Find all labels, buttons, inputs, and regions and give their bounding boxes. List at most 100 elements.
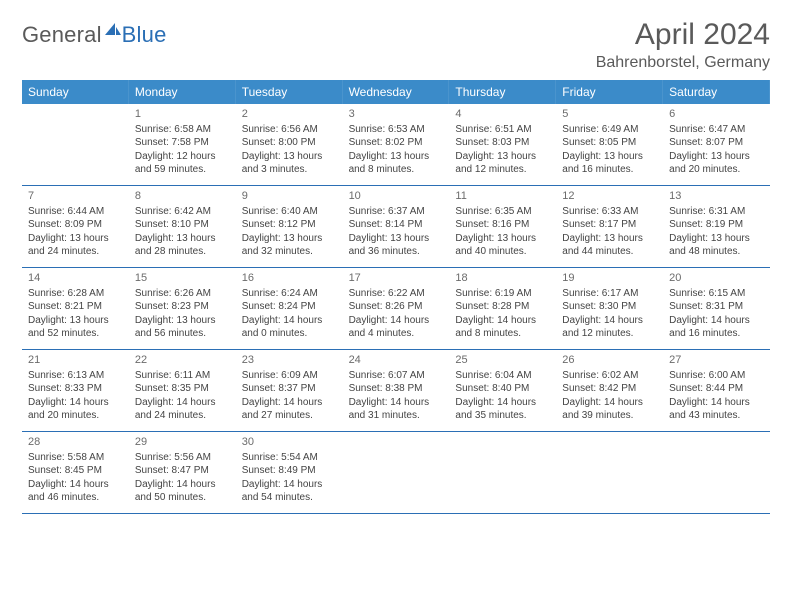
day-info-line: Sunset: 8:37 PM xyxy=(242,382,337,396)
day-info-line: and 12 minutes. xyxy=(562,327,657,341)
day-info-line: Daylight: 14 hours xyxy=(242,478,337,492)
day-cell-21: 21Sunrise: 6:13 AMSunset: 8:33 PMDayligh… xyxy=(22,350,129,431)
day-number: 22 xyxy=(135,353,230,368)
day-number: 7 xyxy=(28,189,123,204)
day-number: 13 xyxy=(669,189,764,204)
day-number: 20 xyxy=(669,271,764,286)
day-info-line: Daylight: 13 hours xyxy=(455,150,550,164)
day-info-line: Daylight: 14 hours xyxy=(669,396,764,410)
logo-text-general: General xyxy=(22,22,102,48)
day-cell-24: 24Sunrise: 6:07 AMSunset: 8:38 PMDayligh… xyxy=(343,350,450,431)
day-info-line: and 27 minutes. xyxy=(242,409,337,423)
day-info-line: Daylight: 13 hours xyxy=(28,232,123,246)
day-number: 17 xyxy=(349,271,444,286)
day-info-line: Sunset: 8:47 PM xyxy=(135,464,230,478)
day-cell-17: 17Sunrise: 6:22 AMSunset: 8:26 PMDayligh… xyxy=(343,268,450,349)
day-info-line: Sunset: 8:09 PM xyxy=(28,218,123,232)
day-info-line: Sunset: 8:12 PM xyxy=(242,218,337,232)
day-info-line: Sunrise: 6:56 AM xyxy=(242,123,337,137)
weekday-header-thursday: Thursday xyxy=(449,80,556,104)
day-info-line: Sunset: 8:16 PM xyxy=(455,218,550,232)
day-cell-28: 28Sunrise: 5:58 AMSunset: 8:45 PMDayligh… xyxy=(22,432,129,513)
day-info-line: Sunrise: 6:22 AM xyxy=(349,287,444,301)
week-row: 7Sunrise: 6:44 AMSunset: 8:09 PMDaylight… xyxy=(22,186,770,268)
day-info-line: Daylight: 13 hours xyxy=(562,150,657,164)
day-number: 26 xyxy=(562,353,657,368)
day-number: 23 xyxy=(242,353,337,368)
day-info-line: Sunset: 8:00 PM xyxy=(242,136,337,150)
day-number: 6 xyxy=(669,107,764,122)
week-row: 1Sunrise: 6:58 AMSunset: 7:58 PMDaylight… xyxy=(22,104,770,186)
day-number: 8 xyxy=(135,189,230,204)
day-info-line: Daylight: 12 hours xyxy=(135,150,230,164)
day-cell-5: 5Sunrise: 6:49 AMSunset: 8:05 PMDaylight… xyxy=(556,104,663,185)
day-cell-empty xyxy=(449,432,556,513)
day-info-line: Sunset: 8:44 PM xyxy=(669,382,764,396)
day-info-line: Sunrise: 6:37 AM xyxy=(349,205,444,219)
day-info-line: Sunset: 8:02 PM xyxy=(349,136,444,150)
day-info-line: and 20 minutes. xyxy=(28,409,123,423)
day-info-line: Sunset: 8:35 PM xyxy=(135,382,230,396)
day-number: 16 xyxy=(242,271,337,286)
day-number: 3 xyxy=(349,107,444,122)
day-info-line: Daylight: 13 hours xyxy=(349,232,444,246)
location-subtitle: Bahrenborstel, Germany xyxy=(596,54,770,72)
day-cell-empty xyxy=(22,104,129,185)
day-info-line: Sunset: 8:42 PM xyxy=(562,382,657,396)
day-info-line: and 35 minutes. xyxy=(455,409,550,423)
day-info-line: and 36 minutes. xyxy=(349,245,444,259)
day-info-line: and 39 minutes. xyxy=(562,409,657,423)
day-info-line: and 54 minutes. xyxy=(242,491,337,505)
day-info-line: and 59 minutes. xyxy=(135,163,230,177)
day-info-line: Daylight: 14 hours xyxy=(562,396,657,410)
day-info-line: Sunrise: 6:28 AM xyxy=(28,287,123,301)
day-info-line: Sunrise: 6:09 AM xyxy=(242,369,337,383)
day-info-line: and 24 minutes. xyxy=(135,409,230,423)
day-info-line: Sunrise: 6:15 AM xyxy=(669,287,764,301)
day-cell-27: 27Sunrise: 6:00 AMSunset: 8:44 PMDayligh… xyxy=(663,350,770,431)
day-info-line: Sunrise: 6:49 AM xyxy=(562,123,657,137)
day-info-line: Sunset: 8:45 PM xyxy=(28,464,123,478)
day-info-line: and 48 minutes. xyxy=(669,245,764,259)
weekday-header-saturday: Saturday xyxy=(663,80,770,104)
day-info-line: Sunrise: 6:26 AM xyxy=(135,287,230,301)
day-number: 29 xyxy=(135,435,230,450)
day-info-line: Sunrise: 6:07 AM xyxy=(349,369,444,383)
day-cell-26: 26Sunrise: 6:02 AMSunset: 8:42 PMDayligh… xyxy=(556,350,663,431)
day-info-line: Sunrise: 6:31 AM xyxy=(669,205,764,219)
day-info-line: Sunset: 8:40 PM xyxy=(455,382,550,396)
day-info-line: Sunset: 7:58 PM xyxy=(135,136,230,150)
day-cell-13: 13Sunrise: 6:31 AMSunset: 8:19 PMDayligh… xyxy=(663,186,770,267)
day-number: 15 xyxy=(135,271,230,286)
day-cell-empty xyxy=(556,432,663,513)
day-info-line: and 12 minutes. xyxy=(455,163,550,177)
day-info-line: Daylight: 13 hours xyxy=(349,150,444,164)
day-cell-11: 11Sunrise: 6:35 AMSunset: 8:16 PMDayligh… xyxy=(449,186,556,267)
day-number: 19 xyxy=(562,271,657,286)
calendar: SundayMondayTuesdayWednesdayThursdayFrid… xyxy=(22,80,770,514)
day-info-line: Sunrise: 6:33 AM xyxy=(562,205,657,219)
header-row: General Blue April 2024 Bahrenborstel, G… xyxy=(22,18,770,72)
day-info-line: Daylight: 13 hours xyxy=(28,314,123,328)
logo-text-blue: Blue xyxy=(122,22,167,48)
day-info-line: Daylight: 13 hours xyxy=(455,232,550,246)
day-info-line: Daylight: 14 hours xyxy=(562,314,657,328)
day-info-line: Sunrise: 5:58 AM xyxy=(28,451,123,465)
day-number: 21 xyxy=(28,353,123,368)
day-cell-3: 3Sunrise: 6:53 AMSunset: 8:02 PMDaylight… xyxy=(343,104,450,185)
day-info-line: Sunset: 8:24 PM xyxy=(242,300,337,314)
day-info-line: Sunrise: 6:11 AM xyxy=(135,369,230,383)
day-info-line: Sunrise: 6:19 AM xyxy=(455,287,550,301)
day-info-line: Daylight: 13 hours xyxy=(669,150,764,164)
day-cell-25: 25Sunrise: 6:04 AMSunset: 8:40 PMDayligh… xyxy=(449,350,556,431)
day-info-line: Sunset: 8:38 PM xyxy=(349,382,444,396)
day-info-line: Sunrise: 6:42 AM xyxy=(135,205,230,219)
day-info-line: Sunrise: 6:04 AM xyxy=(455,369,550,383)
week-row: 28Sunrise: 5:58 AMSunset: 8:45 PMDayligh… xyxy=(22,432,770,514)
day-info-line: and 20 minutes. xyxy=(669,163,764,177)
day-info-line: Sunrise: 5:56 AM xyxy=(135,451,230,465)
day-number: 10 xyxy=(349,189,444,204)
day-info-line: Sunset: 8:23 PM xyxy=(135,300,230,314)
day-info-line: and 16 minutes. xyxy=(562,163,657,177)
day-cell-7: 7Sunrise: 6:44 AMSunset: 8:09 PMDaylight… xyxy=(22,186,129,267)
